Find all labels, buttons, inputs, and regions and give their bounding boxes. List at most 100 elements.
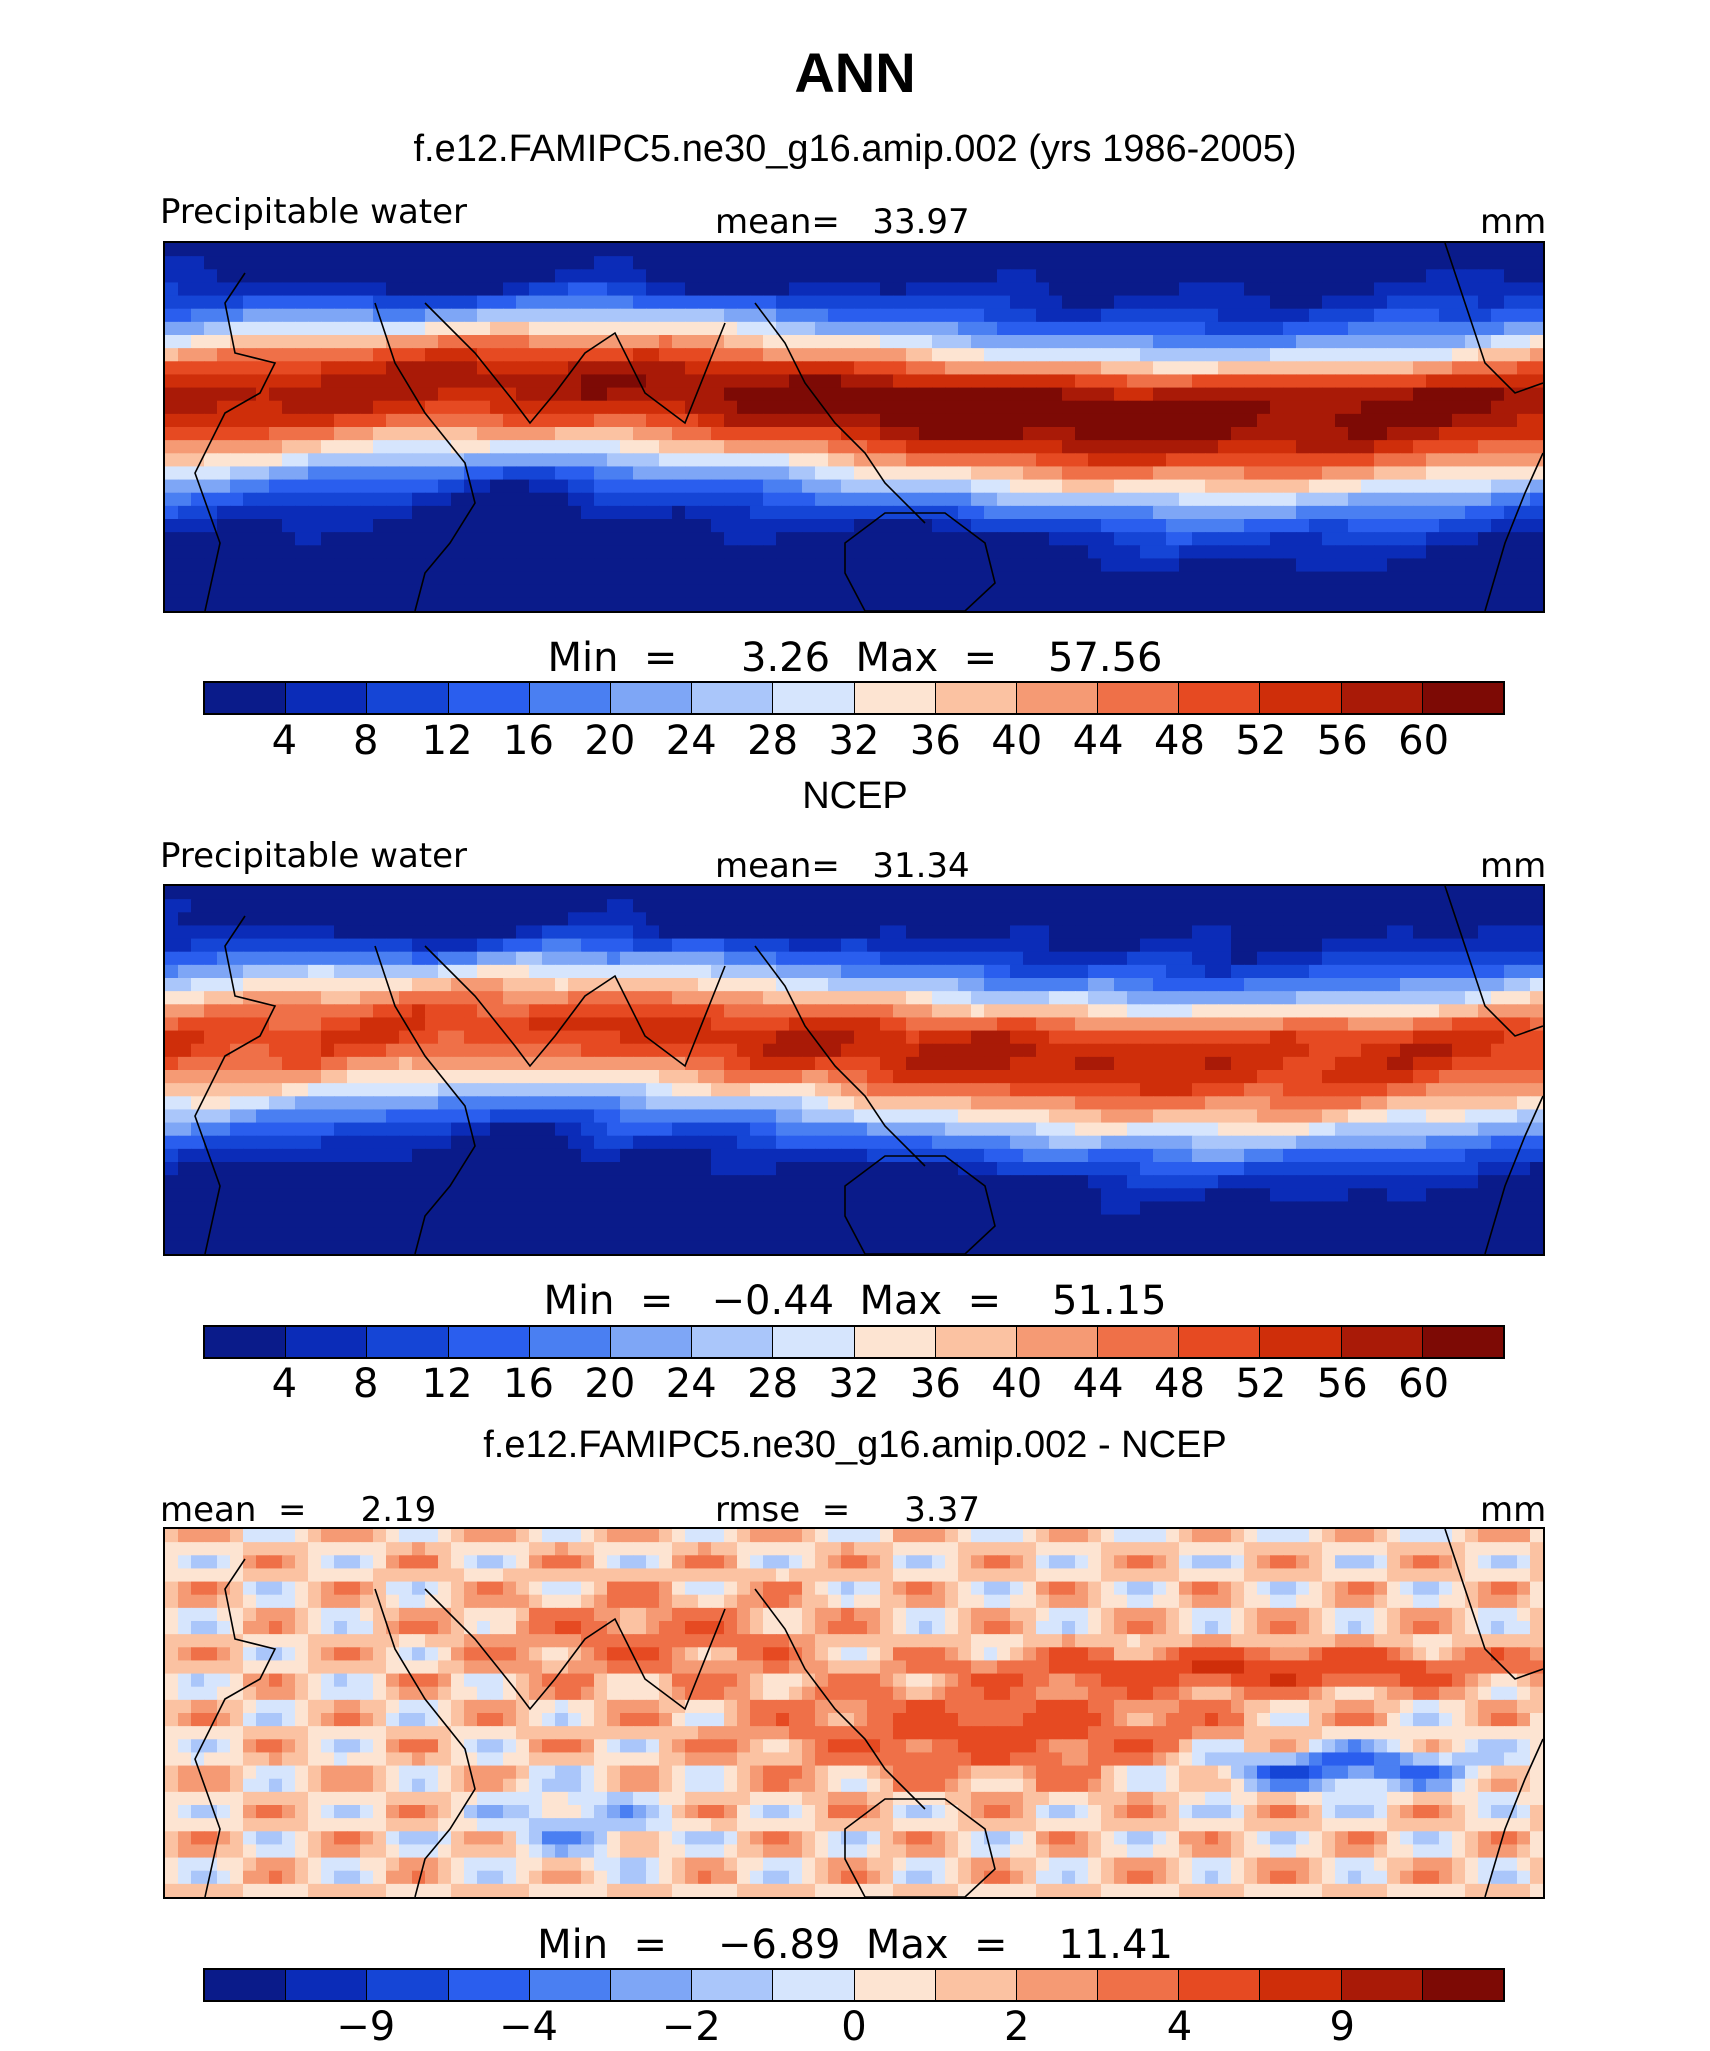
map-cell [1088,321,1102,336]
map-cell [165,1004,179,1019]
map-cell [607,1122,621,1137]
map-cell [1504,938,1518,953]
map-cell [1426,532,1440,546]
map-cell [1179,505,1193,520]
map-cell [321,348,335,362]
map-cell [1088,532,1102,546]
map-cell [477,427,491,441]
map-cell [165,256,179,270]
map-cell [945,479,959,494]
map-cell [1452,571,1466,586]
map-cell [1114,558,1128,573]
map-cell [1140,1109,1154,1124]
map-cell [906,427,920,441]
map-cell [438,519,452,533]
map-cell [815,978,829,992]
map-cell [633,256,647,270]
map-cell [1400,413,1414,428]
map-cell [932,1056,946,1071]
map-cell [529,951,543,966]
map-cell [646,453,660,468]
map-cell [1270,282,1284,297]
map-cell [594,321,608,336]
map-cell [308,295,322,310]
map-cell [1361,361,1375,376]
map-cell [1504,282,1518,297]
map-cell [1062,978,1076,992]
map-cell [1153,479,1167,494]
map-cell [1049,505,1063,520]
map-cell [1166,1030,1180,1045]
map-cell [412,427,426,441]
map-cell [854,1109,868,1124]
map-cell [542,440,556,454]
map-cell [555,282,569,297]
map-cell [425,295,439,310]
map-cell [204,991,218,1005]
map-cell [1296,532,1310,546]
map-cell [724,308,738,323]
map-cell [763,532,777,546]
map-cell [308,1070,322,1084]
map-cell [971,295,985,310]
map-cell [581,899,595,913]
map-cell [1192,348,1206,362]
map-cell [906,899,920,913]
map-cell [568,1070,582,1084]
map-cell [1231,466,1245,481]
map-cell [659,519,673,533]
map-cell [412,308,426,323]
map-cell [672,545,686,560]
map-cell [347,427,361,441]
map-cell [282,1017,296,1032]
map-cell [1192,427,1206,441]
map-cell [893,427,907,441]
map-cell [1257,321,1271,336]
map-cell [464,335,478,349]
map-cell [191,243,205,257]
map-cell [607,413,621,428]
map-cell [672,427,686,441]
map-cell [1413,991,1427,1005]
map-cell [165,413,179,428]
map-cell [1465,1083,1479,1097]
map-cell [1387,1070,1401,1084]
map-cell [932,886,946,900]
map-cell [1036,925,1050,940]
map-cell [542,1030,556,1045]
map-cell [711,1017,725,1032]
map-cell [1205,991,1219,1005]
map-cell [1491,584,1505,599]
map-cell [971,584,985,599]
map-cell [932,558,946,573]
map-cell [646,964,660,979]
map-cell [1439,348,1453,362]
map-cell [789,243,803,257]
map-cell [1452,1017,1466,1032]
map-cell [399,571,413,586]
map-cell [724,479,738,494]
map-cell [165,584,179,599]
map-cell [503,321,517,336]
map-cell [269,308,283,323]
map-cell [1062,466,1076,481]
map-cell [737,938,751,953]
map-cell [1439,466,1453,481]
map-cell [1348,243,1362,257]
map-cell [1088,335,1102,349]
map-cell [1062,1109,1076,1124]
map-cell [1309,912,1323,927]
map-cell [1270,427,1284,441]
map-cell [282,321,296,336]
map-cell [1452,1056,1466,1071]
map-cell [763,1043,777,1058]
map-cell [1257,282,1271,297]
map-cell [165,321,179,336]
map-cell [880,1070,894,1084]
map-cell [178,361,192,376]
map-cell [308,886,322,900]
map-cell [1231,1056,1245,1071]
map-cell [438,427,452,441]
map-cell [295,886,309,900]
map-cell [542,413,556,428]
